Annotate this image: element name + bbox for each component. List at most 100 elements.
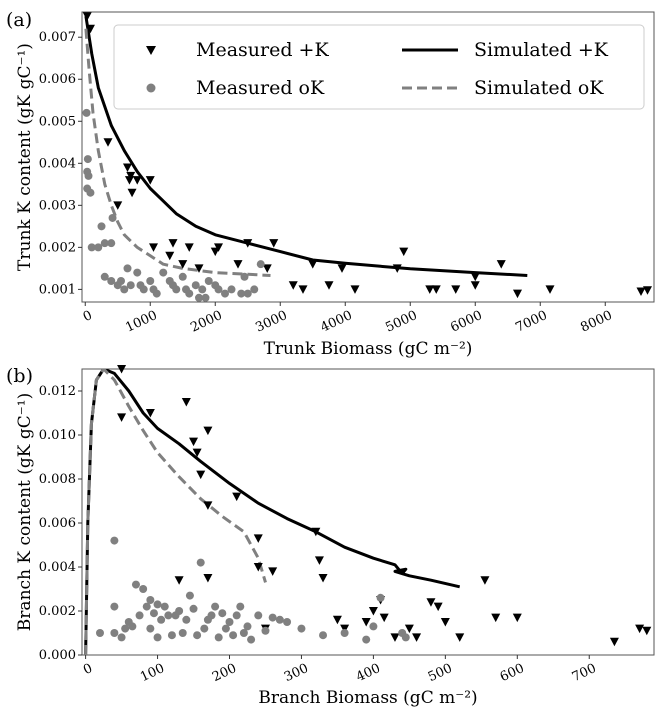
point-measured-ok bbox=[195, 293, 203, 302]
point-measured-ok bbox=[221, 289, 229, 298]
legend-label-measured-plus-k: Measured +K bbox=[196, 39, 329, 61]
panel-a-lines bbox=[84, 15, 528, 277]
point-measured-ok bbox=[83, 155, 92, 164]
point-measured-ok bbox=[256, 260, 265, 269]
panel-a-frame bbox=[81, 11, 655, 303]
point-measured-ok bbox=[164, 611, 173, 620]
point-measured-ok bbox=[193, 631, 202, 640]
point-measured-k bbox=[178, 260, 188, 269]
y-tick-label: 0.001 bbox=[39, 282, 76, 297]
point-measured-ok bbox=[142, 602, 151, 611]
x-tick-label: 5000 bbox=[383, 308, 419, 336]
point-measured-ok bbox=[128, 622, 137, 631]
point-measured-k bbox=[126, 171, 136, 181]
point-measured-ok bbox=[182, 615, 191, 624]
point-measured-k bbox=[214, 243, 223, 252]
point-measured-ok bbox=[200, 624, 209, 633]
point-measured-k bbox=[308, 260, 318, 269]
point-measured-ok bbox=[121, 624, 130, 633]
point-measured-k bbox=[269, 239, 279, 248]
point-measured-ok bbox=[123, 264, 132, 273]
point-measured-k bbox=[642, 626, 652, 636]
x-tick-label: 700 bbox=[570, 661, 599, 685]
point-measured-k bbox=[243, 239, 253, 248]
point-measured-k bbox=[85, 24, 95, 34]
point-measured-ok bbox=[369, 622, 378, 631]
point-measured-ok bbox=[146, 276, 155, 285]
point-measured-k bbox=[194, 264, 204, 273]
point-measured-ok bbox=[297, 624, 306, 633]
point-measured-ok bbox=[107, 276, 116, 285]
x-tick-label: 100 bbox=[138, 661, 167, 685]
point-measured-k bbox=[425, 285, 435, 294]
point-measured-ok bbox=[87, 243, 96, 252]
panel-b-ylabel: Branch K content (gK gC⁻¹) bbox=[15, 393, 35, 631]
point-measured-k bbox=[253, 534, 263, 543]
point-measured-ok bbox=[250, 285, 259, 294]
x-tick-label: 1000 bbox=[123, 308, 159, 336]
point-measured-ok bbox=[319, 631, 328, 640]
point-measured-k bbox=[145, 176, 155, 185]
point-measured-k bbox=[123, 163, 132, 173]
y-tick-label: 0.008 bbox=[39, 472, 76, 487]
y-tick-label: 0.006 bbox=[39, 516, 76, 531]
point-measured-ok bbox=[198, 285, 207, 294]
point-measured-ok bbox=[82, 108, 91, 117]
series-line-simulated-ok bbox=[84, 369, 267, 655]
point-measured-ok bbox=[159, 268, 168, 277]
point-measured-ok bbox=[283, 618, 292, 626]
point-measured-k bbox=[298, 285, 308, 294]
point-measured-k bbox=[174, 576, 184, 585]
point-measured-ok bbox=[261, 626, 270, 635]
point-measured-ok bbox=[221, 624, 230, 633]
point-measured-k bbox=[168, 239, 178, 248]
point-measured-k bbox=[314, 556, 324, 565]
point-measured-k bbox=[192, 448, 202, 458]
point-measured-ok bbox=[149, 609, 158, 618]
point-measured-ok bbox=[146, 596, 155, 604]
point-measured-ok bbox=[196, 558, 205, 567]
point-measured-ok bbox=[240, 272, 249, 281]
point-measured-k bbox=[113, 201, 123, 210]
point-measured-k bbox=[311, 527, 321, 537]
y-tick-label: 0.000 bbox=[39, 648, 76, 663]
point-measured-k bbox=[433, 602, 443, 612]
point-measured-k bbox=[470, 272, 480, 282]
point-measured-ok bbox=[204, 276, 213, 285]
point-measured-ok bbox=[117, 633, 126, 642]
point-measured-k bbox=[412, 633, 422, 642]
point-measured-k bbox=[149, 243, 158, 252]
point-measured-k bbox=[82, 12, 92, 21]
point-measured-ok bbox=[146, 624, 155, 633]
panel-a-ylabel: Trunk K content (gK gC⁻¹) bbox=[15, 43, 35, 271]
point-measured-k bbox=[117, 365, 127, 374]
y-tick-label: 0.003 bbox=[39, 198, 76, 213]
point-measured-ok bbox=[243, 289, 252, 298]
point-measured-ok bbox=[211, 602, 220, 611]
point-measured-k bbox=[440, 618, 450, 627]
point-measured-k bbox=[431, 285, 441, 294]
y-tick-label: 0.004 bbox=[39, 560, 76, 575]
point-measured-k bbox=[165, 251, 175, 261]
point-measured-ok bbox=[254, 611, 263, 620]
point-measured-ok bbox=[133, 268, 142, 277]
point-measured-ok bbox=[110, 536, 119, 545]
point-measured-ok bbox=[108, 213, 117, 222]
point-measured-ok bbox=[153, 633, 162, 642]
point-measured-k bbox=[253, 563, 263, 572]
x-tick-label: 6000 bbox=[448, 308, 484, 336]
panel-a-xlabel: Trunk Biomass (gC m⁻²) bbox=[264, 339, 473, 359]
panel-b-xlabel: Branch Biomass (gC m⁻²) bbox=[258, 688, 477, 708]
panel-b-ticks: 0 100 200 300 400 500 600 700 0.000 0.002 0.004 0.0… bbox=[39, 384, 599, 685]
point-measured-ok bbox=[131, 580, 140, 589]
point-measured-ok bbox=[236, 602, 245, 611]
point-measured-ok bbox=[97, 222, 106, 231]
point-measured-k bbox=[262, 264, 272, 273]
point-measured-ok bbox=[189, 604, 198, 613]
point-measured-ok bbox=[152, 289, 161, 298]
legend-label-simulated-ok: Simulated oK bbox=[474, 77, 604, 99]
point-measured-k bbox=[379, 613, 389, 623]
point-measured-k bbox=[390, 633, 400, 642]
